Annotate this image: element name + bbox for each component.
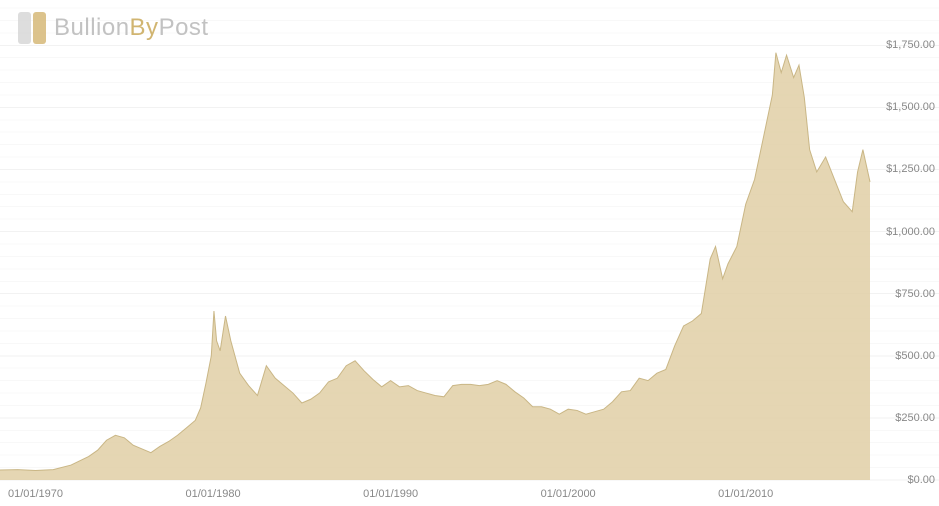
- area-chart-svg: [0, 0, 939, 506]
- logo-text-part: Post: [159, 14, 209, 41]
- y-tick-label: $0.00: [907, 474, 935, 486]
- x-tick-label: 01/01/1990: [363, 488, 418, 500]
- y-tick-label: $1,000.00: [886, 226, 935, 238]
- x-tick-label: 01/01/2000: [541, 488, 596, 500]
- logo-text: BullionByPost: [54, 14, 209, 42]
- chart-container: BullionByPost $0.00 $250.00 $500.00 $750.00…: [0, 0, 939, 506]
- x-tick-label: 01/01/1980: [186, 488, 241, 500]
- logo-bar-icon: [33, 12, 46, 44]
- y-tick-label: $750.00: [895, 288, 935, 300]
- y-tick-label: $1,250.00: [886, 163, 935, 175]
- logo-bar-icon: [18, 12, 31, 44]
- y-tick-label: $1,750.00: [886, 39, 935, 51]
- watermark-logo: BullionByPost: [18, 12, 209, 44]
- logo-bars: [18, 12, 46, 44]
- logo-text-part: Bullion: [54, 14, 130, 41]
- x-tick-label: 01/01/1970: [8, 488, 63, 500]
- y-tick-label: $1,500.00: [886, 101, 935, 113]
- logo-text-part: By: [130, 14, 159, 41]
- x-tick-label: 01/01/2010: [718, 488, 773, 500]
- y-tick-label: $250.00: [895, 412, 935, 424]
- y-tick-label: $500.00: [895, 350, 935, 362]
